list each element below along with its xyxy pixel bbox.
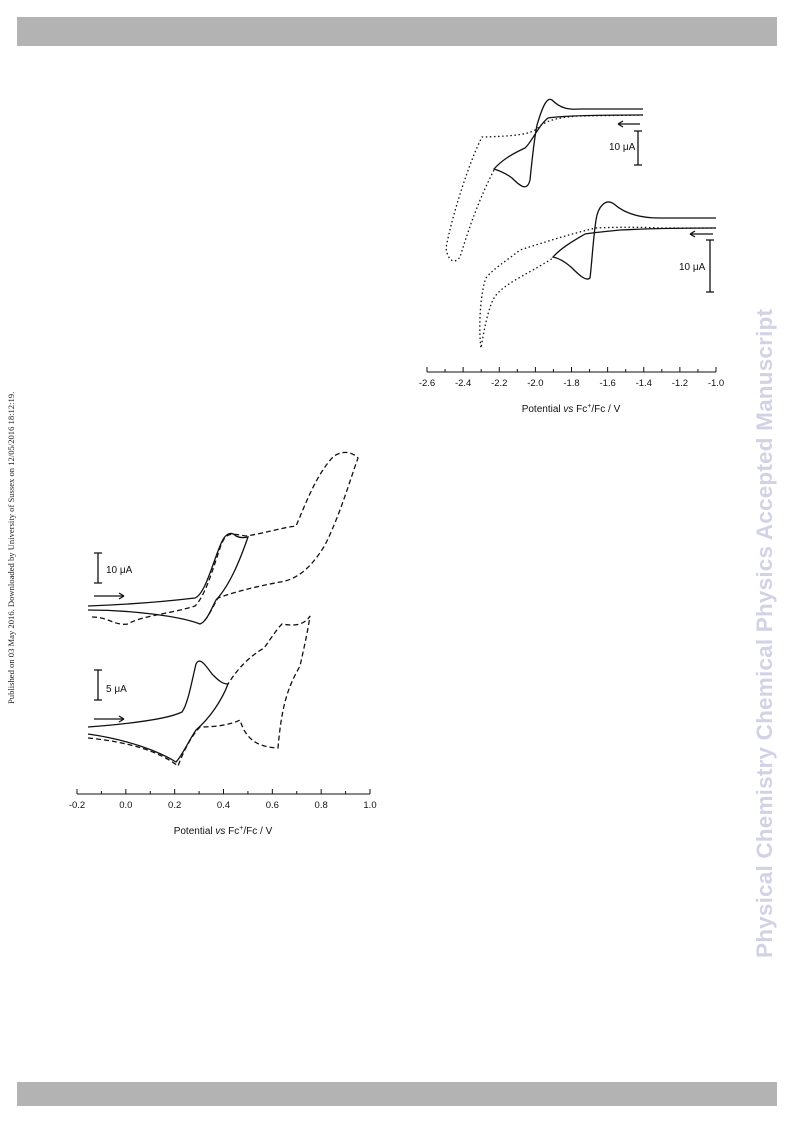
x-tick-label: -1.6 (599, 378, 615, 389)
x-tick-label: -1.0 (708, 378, 724, 389)
x-tick-label: -1.8 (563, 378, 579, 389)
x-tick-label: -1.4 (636, 378, 652, 389)
x-tick-label: 0.8 (315, 800, 328, 811)
x-tick-label: -1.2 (672, 378, 688, 389)
footer-bar (17, 1082, 777, 1106)
x-tick-label: -2.0 (527, 378, 543, 389)
trace-lower-solid (87, 660, 229, 763)
scale-bar-lower (706, 239, 714, 293)
x-axis-title-oxidation: Potential vs Fc+/Fc / V (174, 825, 273, 837)
scale-label-lower: 10 μA (679, 262, 706, 273)
x-tick-label: -2.6 (419, 378, 435, 389)
header-bar (17, 17, 777, 46)
scan-arrow-upper (617, 120, 640, 128)
x-tick-label: 0.2 (168, 800, 181, 811)
scan-arrow-upper (94, 592, 125, 600)
scale-label-upper: 10 μA (106, 565, 133, 576)
trace-upper-solid (87, 532, 250, 625)
scale-bar-upper (94, 552, 102, 584)
trace-upper-dotted (445, 114, 644, 262)
x-tick-label: 1.0 (363, 800, 376, 811)
x-tick-label: 0.6 (266, 800, 279, 811)
x-axis-reduction (426, 367, 717, 373)
scale-bar-lower (94, 669, 102, 701)
x-tick-label: -0.2 (69, 800, 85, 811)
x-tick-label: -2.4 (455, 378, 471, 389)
trace-lower-dashed (87, 615, 311, 768)
x-tick-label: 0.4 (217, 800, 230, 811)
trace-lower-solid (551, 201, 717, 280)
scale-label-upper: 10 μA (609, 142, 636, 153)
scale-label-lower: 5 μA (106, 684, 127, 695)
trace-upper-dashed (91, 451, 359, 625)
x-tick-label: 0.0 (119, 800, 132, 811)
trace-upper-solid (492, 98, 644, 188)
x-axis-oxidation (76, 789, 371, 795)
scan-arrow-lower (94, 715, 125, 723)
trace-lower-dotted (479, 226, 716, 349)
x-axis-title-reduction: Potential vs Fc+/Fc / V (522, 403, 621, 415)
x-tick-label: -2.2 (491, 378, 507, 389)
scan-arrow-lower (689, 230, 713, 238)
scale-bar-upper (634, 130, 642, 166)
